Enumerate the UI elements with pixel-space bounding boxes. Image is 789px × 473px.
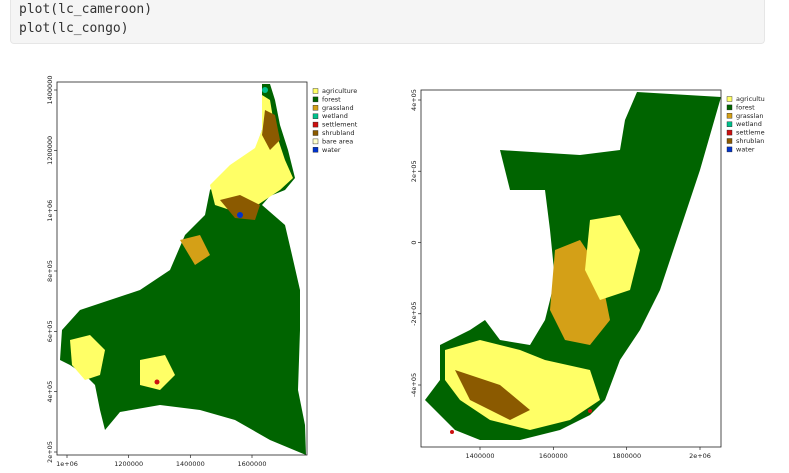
legend-swatch bbox=[726, 113, 733, 119]
legend-label: forest bbox=[736, 103, 755, 111]
legend-label: wetland bbox=[322, 112, 348, 120]
x-tick-label: 1e+06 bbox=[56, 460, 78, 468]
legend-swatch bbox=[312, 147, 319, 153]
x-tick-label: 1800000 bbox=[612, 452, 641, 460]
y-tick-label: -4e+05 bbox=[410, 373, 418, 397]
legend-swatch bbox=[312, 88, 319, 94]
legend-label: wetland bbox=[736, 120, 762, 128]
code-block: plot(lc_cameroon) plot(lc_congo) bbox=[10, 0, 765, 44]
legend-swatch bbox=[312, 113, 319, 119]
code-line: plot(lc_congo) bbox=[19, 21, 129, 36]
y-tick-label: 1400000 bbox=[46, 76, 54, 105]
x-tick-label: 1400000 bbox=[176, 460, 205, 468]
plot-frame bbox=[56, 81, 308, 456]
legend-label: forest bbox=[322, 95, 341, 103]
legend-label: bare area bbox=[322, 137, 353, 145]
legend-label: shrublan bbox=[736, 137, 764, 145]
y-tick-label: 1200000 bbox=[46, 136, 54, 165]
legend-label: settlement bbox=[322, 121, 358, 129]
x-tick-label: 1600000 bbox=[539, 452, 568, 460]
legend-swatch bbox=[726, 138, 733, 144]
legend-swatch bbox=[312, 121, 319, 128]
y-tick-label: 4e+05 bbox=[410, 89, 418, 111]
legend-label: grasslan bbox=[736, 112, 763, 120]
legend-swatch bbox=[726, 96, 733, 102]
legend-swatch bbox=[312, 105, 319, 111]
x-tick-label: 1600000 bbox=[238, 460, 267, 468]
plot-frame bbox=[420, 89, 722, 448]
y-tick-label: 2e+05 bbox=[410, 160, 418, 182]
legend-label: agriculture bbox=[322, 87, 357, 95]
legend-label: settleme bbox=[736, 129, 765, 137]
legend-swatch bbox=[312, 130, 319, 136]
y-tick-label: 0 bbox=[410, 240, 418, 244]
y-tick-label: -2e+05 bbox=[410, 302, 418, 326]
x-tick-label: 1200000 bbox=[114, 460, 143, 468]
code-line: plot(lc_cameroon) bbox=[19, 2, 153, 17]
legend-label: grassland bbox=[322, 104, 354, 112]
map-cameroon bbox=[60, 84, 306, 455]
x-tick-label: 2e+06 bbox=[689, 452, 711, 460]
y-tick-label: 2e+05 bbox=[46, 441, 54, 463]
legend-label: water bbox=[736, 145, 755, 153]
legend-swatch bbox=[312, 96, 319, 103]
y-tick-label: 1e+06 bbox=[46, 200, 54, 222]
legend-label: agricultu bbox=[736, 95, 765, 103]
legend-label: shrubland bbox=[322, 129, 354, 137]
legend-swatch bbox=[726, 121, 733, 127]
legend-swatch bbox=[726, 104, 733, 111]
y-tick-label: 8e+05 bbox=[46, 260, 54, 282]
y-tick-label: 4e+05 bbox=[46, 381, 54, 403]
legend-swatch bbox=[726, 129, 733, 136]
x-tick-label: 1400000 bbox=[466, 452, 495, 460]
y-tick-label: 6e+05 bbox=[46, 320, 54, 342]
legend-label: water bbox=[322, 146, 341, 154]
map-congo bbox=[425, 92, 721, 440]
legend-swatch bbox=[312, 138, 319, 145]
legend-swatch bbox=[726, 146, 733, 153]
